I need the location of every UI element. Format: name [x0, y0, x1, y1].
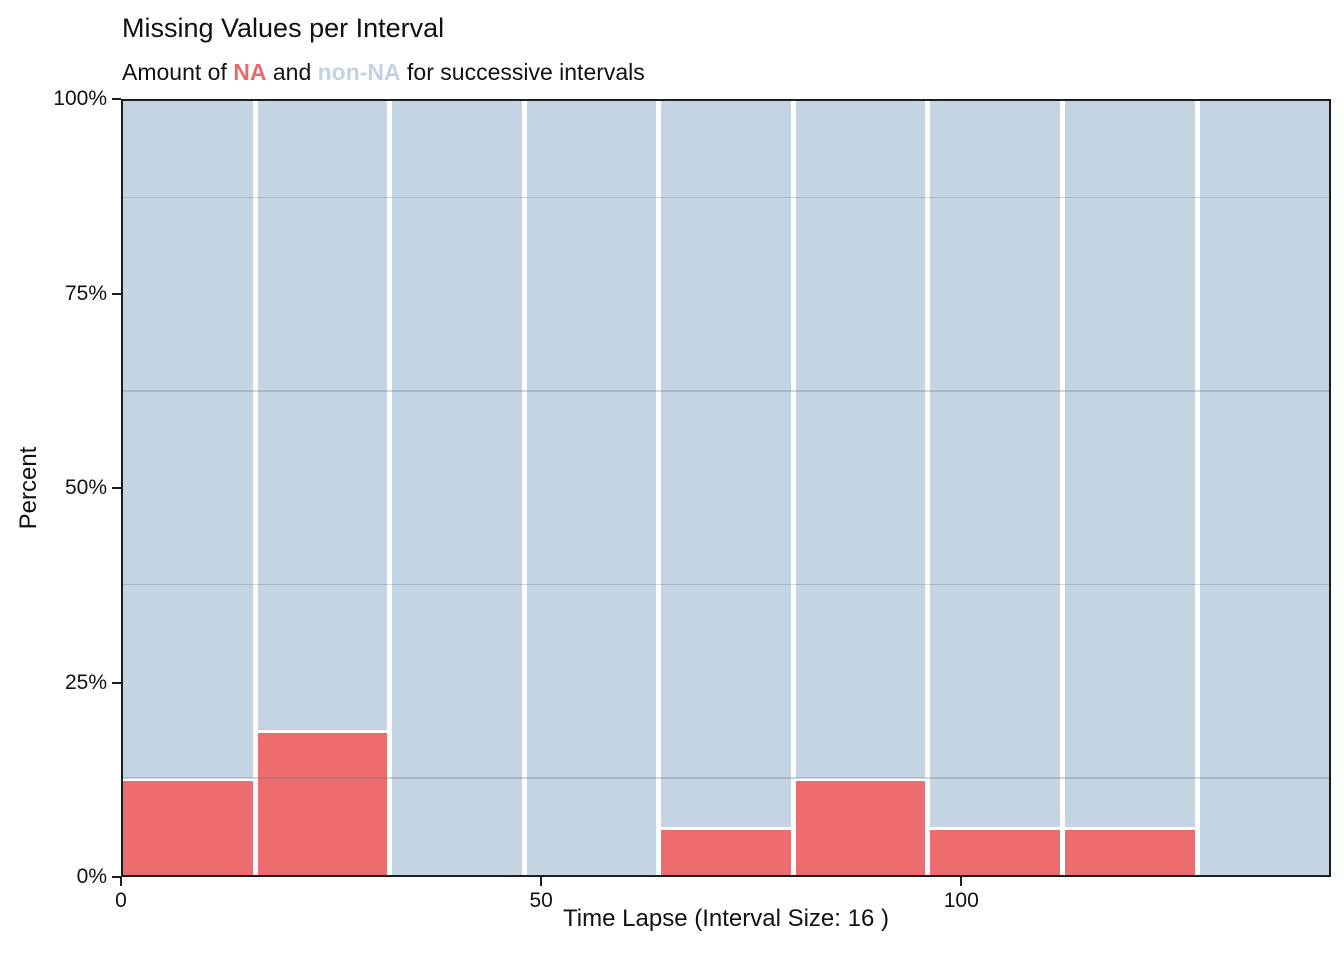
chart-title: Missing Values per Interval: [122, 13, 445, 43]
bar-interval-48-64: [526, 101, 657, 875]
bar-interval-32-48: [392, 101, 522, 875]
na-segment-80-96: [795, 778, 926, 875]
na-segment-0-16: [123, 778, 253, 875]
x-tick-100: [960, 877, 963, 886]
subtitle-na-legend: NA: [233, 59, 267, 85]
bar-interval-112-128: [1064, 101, 1195, 875]
x-tick-50: [540, 877, 543, 886]
subtitle-non-na-legend: non-NA: [317, 59, 401, 85]
bar-interval-80-96: [795, 101, 926, 875]
y-tick-label-50: 50%: [64, 476, 107, 499]
na-segment-16-32: [257, 729, 388, 875]
na-segment-96-112: [930, 826, 1060, 875]
y-tick-50: [112, 487, 121, 489]
x-tick-0: [120, 877, 122, 886]
x-tick-label-0: 0: [115, 889, 127, 912]
y-tick-25: [112, 681, 121, 684]
bar-interval-64-80: [661, 101, 791, 875]
x-tick-label-50: 50: [529, 889, 553, 912]
y-tick-label-75: 75%: [64, 281, 107, 305]
bar-interval-16-32: [257, 101, 388, 875]
subtitle-prefix: Amount of: [122, 59, 234, 85]
y-tick-label-0: 0%: [76, 865, 107, 888]
na-segment-64-80: [661, 826, 791, 875]
plot-panel-bars: [123, 101, 1330, 875]
bar-interval-96-112: [930, 101, 1060, 875]
subtitle-middle: and: [266, 59, 318, 85]
chart-subtitle: Amount of NA and non-NA for successive i…: [122, 58, 645, 87]
y-tick-100: [112, 98, 121, 100]
subtitle-suffix: for successive intervals: [400, 59, 645, 85]
y-tick-0: [112, 876, 121, 878]
x-tick-label-100: 100: [943, 889, 979, 912]
bar-interval-128-144: [1199, 101, 1330, 875]
na-segment-112-128: [1064, 826, 1195, 875]
bar-interval-0-16: [123, 101, 253, 875]
y-tick-label-100: 100%: [53, 87, 107, 110]
x-axis-title: Time Lapse (Interval Size: 16 ): [563, 905, 889, 932]
y-tick-75: [112, 292, 121, 295]
y-tick-label-25: 25%: [64, 670, 107, 694]
plot-panel: [121, 99, 1331, 877]
y-axis-title: Percent: [15, 446, 42, 530]
